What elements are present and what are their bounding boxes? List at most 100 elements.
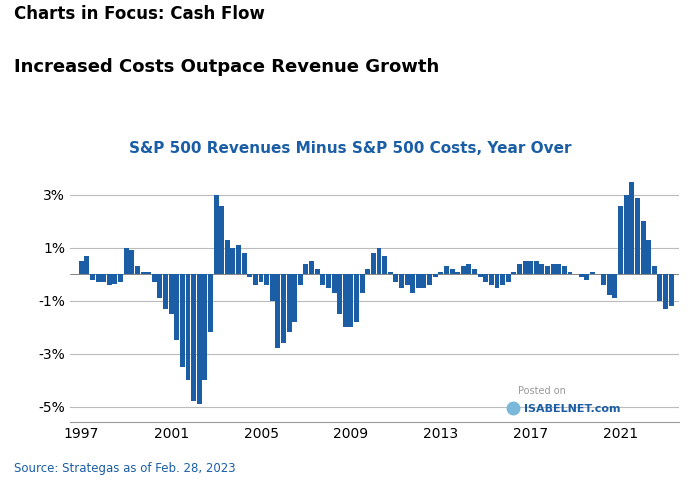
Bar: [152, 274, 157, 282]
Text: Increased Costs Outpace Revenue Growth: Increased Costs Outpace Revenue Growth: [14, 58, 440, 76]
Bar: [562, 266, 567, 274]
Text: Source: Strategas as of Feb. 28, 2023: Source: Strategas as of Feb. 28, 2023: [14, 462, 236, 475]
Bar: [219, 205, 224, 274]
Bar: [360, 274, 365, 293]
Bar: [180, 274, 185, 367]
Bar: [258, 274, 263, 282]
Bar: [158, 274, 162, 298]
Bar: [247, 274, 252, 277]
Bar: [315, 269, 320, 274]
Bar: [214, 195, 218, 274]
Bar: [646, 240, 651, 274]
Bar: [590, 272, 595, 274]
Bar: [236, 245, 241, 274]
Bar: [225, 240, 230, 274]
Bar: [652, 266, 657, 274]
Bar: [241, 253, 246, 274]
Bar: [124, 248, 129, 274]
Bar: [517, 264, 522, 274]
Bar: [85, 256, 90, 274]
Bar: [304, 264, 309, 274]
Bar: [321, 274, 326, 285]
Bar: [421, 274, 426, 288]
Bar: [90, 274, 95, 279]
Bar: [438, 272, 443, 274]
Bar: [141, 272, 146, 274]
Bar: [169, 274, 174, 314]
Bar: [449, 269, 454, 274]
Bar: [405, 274, 409, 285]
Bar: [607, 274, 612, 296]
Bar: [102, 274, 106, 282]
Bar: [494, 274, 499, 288]
Bar: [416, 274, 421, 288]
Bar: [584, 274, 589, 279]
Bar: [230, 248, 235, 274]
Bar: [399, 274, 404, 288]
Bar: [657, 274, 662, 301]
Bar: [202, 274, 207, 380]
Bar: [186, 274, 190, 380]
Bar: [337, 274, 342, 314]
Bar: [410, 274, 415, 293]
Bar: [624, 195, 629, 274]
Text: ISABELNET.com: ISABELNET.com: [524, 405, 620, 414]
Bar: [640, 221, 645, 274]
Bar: [377, 248, 382, 274]
Bar: [556, 264, 561, 274]
Bar: [365, 269, 370, 274]
Bar: [354, 274, 359, 322]
Bar: [113, 274, 118, 284]
Bar: [79, 261, 84, 274]
Bar: [293, 274, 297, 322]
Bar: [371, 253, 376, 274]
Bar: [96, 274, 101, 282]
Bar: [146, 272, 151, 274]
Bar: [512, 272, 517, 274]
Bar: [444, 266, 449, 274]
Bar: [286, 274, 292, 333]
Bar: [545, 266, 550, 274]
Bar: [208, 274, 213, 333]
Bar: [466, 264, 471, 274]
Bar: [427, 274, 432, 285]
Text: S&P 500 Revenues Minus S&P 500 Costs, Year Over: S&P 500 Revenues Minus S&P 500 Costs, Ye…: [129, 141, 571, 156]
Bar: [523, 261, 528, 274]
Bar: [281, 274, 286, 343]
Bar: [551, 264, 556, 274]
Bar: [197, 274, 202, 404]
Bar: [461, 266, 466, 274]
Bar: [601, 274, 606, 285]
Bar: [309, 261, 314, 274]
Bar: [298, 274, 303, 285]
Bar: [668, 274, 673, 306]
Bar: [253, 274, 258, 285]
Bar: [618, 205, 623, 274]
Bar: [382, 256, 387, 274]
Bar: [393, 274, 398, 282]
Bar: [635, 198, 640, 274]
Bar: [663, 274, 668, 309]
Bar: [540, 264, 545, 274]
Bar: [275, 274, 280, 348]
Bar: [534, 261, 539, 274]
Bar: [477, 274, 482, 277]
Bar: [332, 274, 337, 293]
Bar: [629, 182, 634, 274]
Bar: [528, 261, 533, 274]
Bar: [118, 274, 123, 282]
Bar: [264, 274, 269, 285]
Bar: [163, 274, 168, 309]
Bar: [579, 274, 584, 277]
Text: Charts in Focus: Cash Flow: Charts in Focus: Cash Flow: [14, 5, 265, 23]
Bar: [433, 274, 438, 277]
Bar: [191, 274, 196, 401]
Bar: [612, 274, 617, 298]
Text: Posted on: Posted on: [517, 386, 566, 396]
Bar: [343, 274, 348, 327]
Bar: [500, 274, 505, 285]
Bar: [135, 266, 140, 274]
Bar: [174, 274, 179, 340]
Bar: [505, 274, 511, 282]
Bar: [270, 274, 274, 301]
